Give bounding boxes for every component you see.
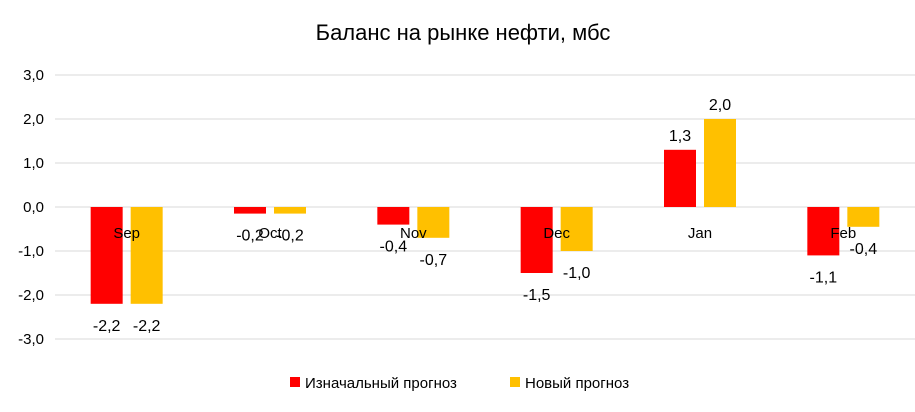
legend: Изначальный прогноз Новый прогноз (290, 375, 629, 392)
x-axis: Sep Oct Nov Dec Jan Feb (113, 225, 856, 242)
bar-initial-oct (234, 207, 266, 214)
grid-layer (55, 74, 915, 340)
bar-new-dec (560, 207, 593, 251)
bar-new-oct (274, 207, 306, 214)
data-label: 2,0 (709, 97, 731, 114)
legend-swatch-new (510, 377, 520, 387)
y-tick-label: 3,0 (23, 67, 44, 84)
y-tick-label: 1,0 (23, 155, 44, 172)
x-tick-label: Nov (400, 225, 427, 242)
x-tick-label: Oct (258, 225, 282, 242)
data-label: -2,2 (133, 318, 161, 335)
data-label: -1,0 (563, 265, 591, 282)
y-tick-label: 0,0 (23, 199, 44, 216)
bar-initial-nov (377, 207, 410, 225)
data-label: -0,7 (420, 252, 448, 269)
chart-title: Баланс на рынке нефти, мбс (316, 20, 611, 45)
bar-new-feb (847, 207, 880, 227)
data-label: -2,2 (93, 318, 121, 335)
x-tick-label: Dec (543, 225, 570, 242)
x-tick-label: Sep (113, 225, 140, 242)
data-labels: -2,2 -2,2 -0,2 -0,2 -0,4 -0,7 -1,5 -1,0 1,3 2,0 -1… (93, 97, 877, 335)
data-label: -1,5 (523, 287, 551, 304)
x-tick-label: Feb (830, 225, 856, 242)
bar-initial-sep (90, 207, 123, 304)
y-tick-label: -1,0 (18, 243, 44, 260)
y-tick-label: -3,0 (18, 331, 44, 348)
legend-label-new: Новый прогноз (525, 375, 629, 392)
bar-initial-feb (807, 207, 840, 256)
data-label: -0,2 (276, 228, 304, 245)
data-label: -0,4 (850, 241, 878, 258)
data-label: 1,3 (669, 128, 691, 145)
bars (90, 119, 880, 304)
legend-label-initial: Изначальный прогноз (305, 375, 457, 392)
y-axis: 3,0 2,0 1,0 0,0 -1,0 -2,0 -3,0 (18, 67, 44, 348)
data-label: -1,1 (810, 269, 838, 286)
bar-initial-jan (664, 149, 696, 207)
data-label: -0,4 (380, 239, 408, 256)
bar-new-jan (704, 119, 736, 207)
y-tick-label: 2,0 (23, 111, 44, 128)
bar-initial-dec (520, 207, 553, 273)
bar-new-nov (417, 207, 450, 238)
data-label: -0,2 (236, 228, 264, 245)
x-tick-label: Jan (688, 225, 712, 242)
y-tick-label: -2,0 (18, 287, 44, 304)
bar-new-sep (130, 207, 163, 304)
legend-swatch-initial (290, 377, 300, 387)
